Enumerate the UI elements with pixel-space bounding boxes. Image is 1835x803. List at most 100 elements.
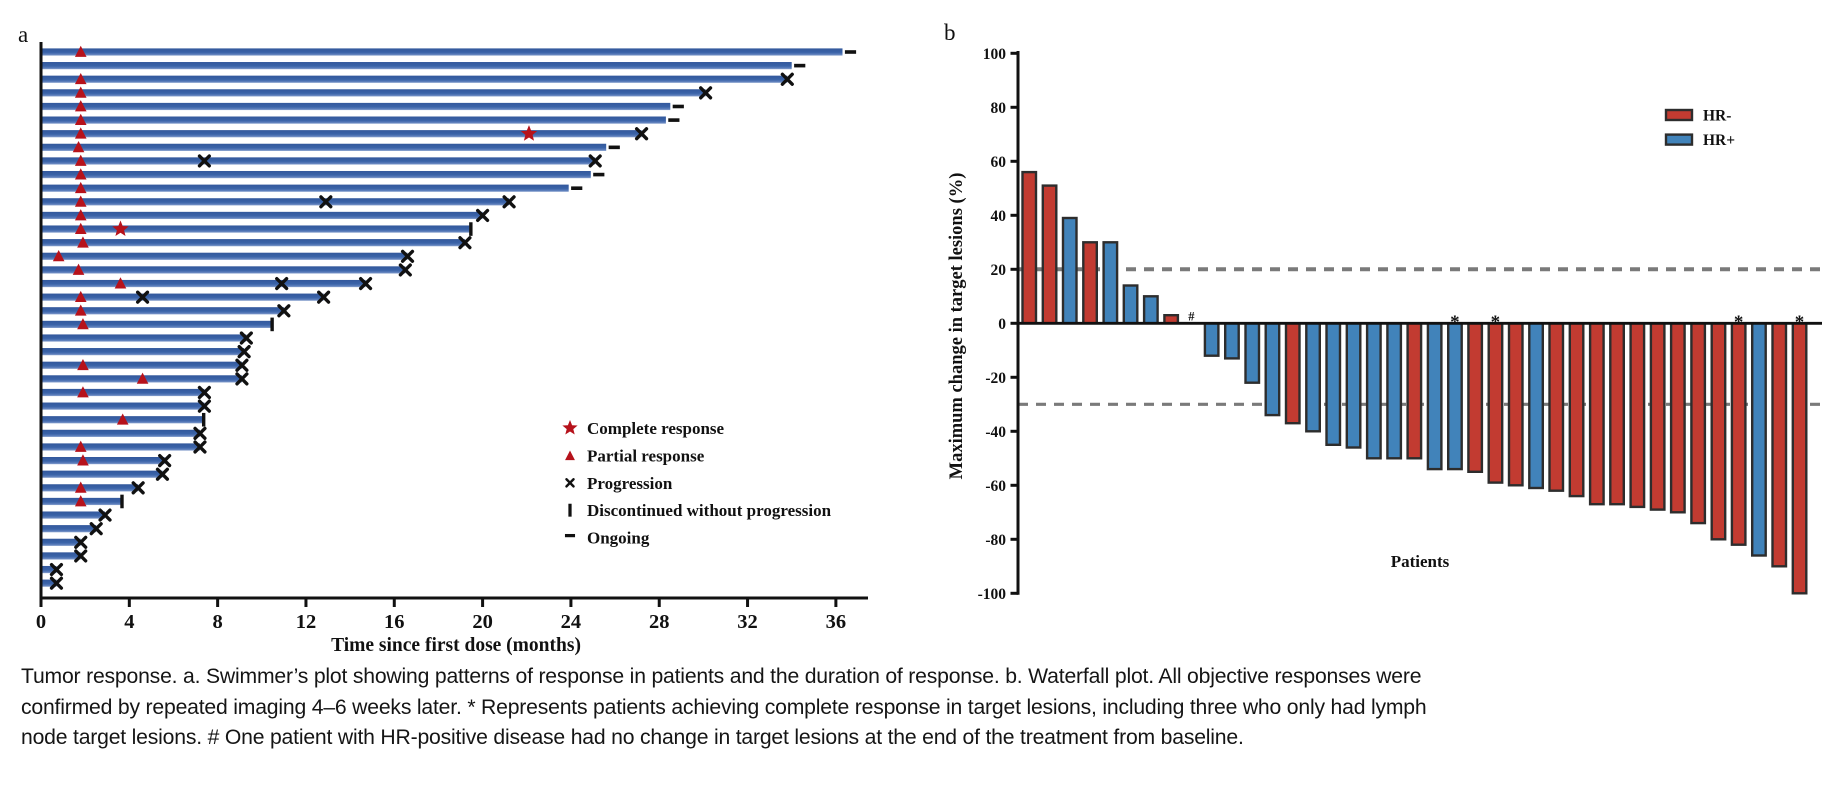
swimmer-bar [41, 538, 81, 546]
x-tick-label: 4 [124, 611, 134, 633]
waterfall-bar [1467, 322, 1484, 473]
swimmer-bar [41, 457, 165, 465]
legend-swatch [1664, 108, 1694, 122]
partial-response-marker [74, 86, 87, 98]
ongoing-marker [668, 118, 680, 122]
waterfall-bar [1203, 322, 1220, 357]
waterfall-y-axis-title: Maximum change in target lesions (%) [947, 173, 967, 480]
swimmer-bar [41, 48, 843, 56]
ongoing-marker [593, 172, 605, 177]
legend-label: Discontinued without progression [587, 501, 832, 520]
partial-response-marker [72, 141, 85, 153]
waterfall-bar [1588, 322, 1605, 506]
y-tick-label: -20 [985, 370, 1006, 387]
partial-response-marker [77, 236, 89, 248]
ongoing-marker [608, 145, 620, 150]
waterfall-bar [1365, 322, 1382, 460]
x-tick-label: 36 [826, 611, 847, 633]
swimmer-bar [41, 320, 271, 328]
x-tick-label: 8 [213, 611, 223, 633]
progression-marker [89, 522, 103, 536]
swimmer-bar [41, 511, 105, 519]
y-tick-label: -40 [985, 424, 1006, 441]
x-tick-label: 0 [36, 611, 46, 633]
y-tick-label: 20 [991, 262, 1007, 279]
legend-label: Progression [587, 474, 673, 493]
partial-response-marker [74, 168, 87, 180]
swimmer-bar [41, 62, 792, 70]
figure-svg: 0 4 8 12 16 20 24 28 32 36 Time since first dose (… [18, 20, 1828, 656]
waterfall-bar [1061, 216, 1078, 325]
swimmer-bar [41, 307, 284, 315]
complete-response-marker [520, 125, 538, 141]
swimmer-plot: 0 4 8 12 16 20 24 28 32 36 Time since first dose (… [18, 22, 868, 656]
partial-response-marker [74, 113, 87, 125]
progression-marker [239, 331, 253, 345]
waterfall-bar [1507, 322, 1524, 487]
partial-response-marker [74, 181, 87, 194]
progression-marker [197, 154, 211, 168]
ongoing-marker [844, 50, 857, 54]
swimmer-bar [41, 198, 510, 206]
waterfall-bar [1386, 322, 1403, 460]
progression-marker [277, 304, 291, 318]
complete-response-marker [562, 420, 578, 435]
discontinued-marker [270, 317, 274, 332]
swimmer-bar [41, 334, 247, 342]
progression-marker [135, 290, 150, 304]
y-tick-label: 40 [991, 208, 1007, 225]
progression-marker [458, 236, 472, 250]
partial-response-marker [74, 127, 87, 139]
x-tick-label: 16 [384, 611, 405, 633]
discontinued-marker [120, 494, 124, 509]
ongoing-marker [571, 186, 583, 190]
swimmer-bar [41, 361, 242, 369]
waterfall-bar [1669, 322, 1686, 514]
progression-marker [49, 562, 64, 577]
waterfall-bar [1082, 241, 1099, 325]
waterfall-bar [1345, 322, 1362, 449]
legend-label: HR- [1703, 108, 1731, 125]
y-tick-label: 100 [983, 46, 1007, 63]
partial-response-marker [72, 263, 85, 275]
progression-marker [193, 426, 207, 440]
partial-response-marker [74, 495, 87, 507]
swimmer-bar [41, 552, 81, 560]
swimmer-bar [41, 211, 483, 220]
waterfall-bar [1264, 322, 1281, 417]
waterfall-bar [1325, 322, 1342, 446]
progression-marker [197, 399, 211, 413]
swimmer-bar [41, 579, 57, 587]
swimmer-bar [41, 225, 470, 233]
waterfall-bar [1426, 322, 1443, 471]
swimmer-x-axis-title: Time since first dose (months) [331, 635, 581, 656]
swimmer-bar [41, 252, 408, 260]
waterfall-bar [1122, 284, 1139, 325]
partial-response-marker [74, 154, 87, 166]
discontinued-marker [201, 412, 206, 427]
swimmer-bar [41, 443, 200, 451]
partial-response-marker [77, 454, 89, 466]
swimmer-legend: Complete response Partial response Progres… [562, 419, 832, 548]
x-tick-label: 20 [472, 611, 493, 633]
waterfall-bar [1406, 322, 1423, 460]
progression-marker [237, 345, 251, 359]
partial-response-marker [52, 250, 65, 262]
swimmer-bar [41, 102, 671, 111]
swimmer-bar [41, 89, 706, 97]
legend-swatch [1664, 133, 1694, 146]
waterfall-plot: #****100806040200-20-40-60-80-100Maximum… [944, 20, 1828, 603]
swimmer-bar [41, 143, 607, 151]
y-tick-label: -100 [978, 586, 1007, 603]
partial-response-marker [565, 450, 575, 461]
partial-response-marker [74, 45, 87, 57]
progression-marker [197, 385, 211, 400]
progression-marker [98, 508, 112, 522]
no-change-hash: # [1188, 310, 1195, 324]
legend-label: Partial response [587, 446, 705, 465]
waterfall-bar [1102, 241, 1119, 325]
progression-marker [634, 127, 649, 141]
progression-marker [565, 478, 575, 488]
y-tick-label: 60 [991, 154, 1007, 171]
